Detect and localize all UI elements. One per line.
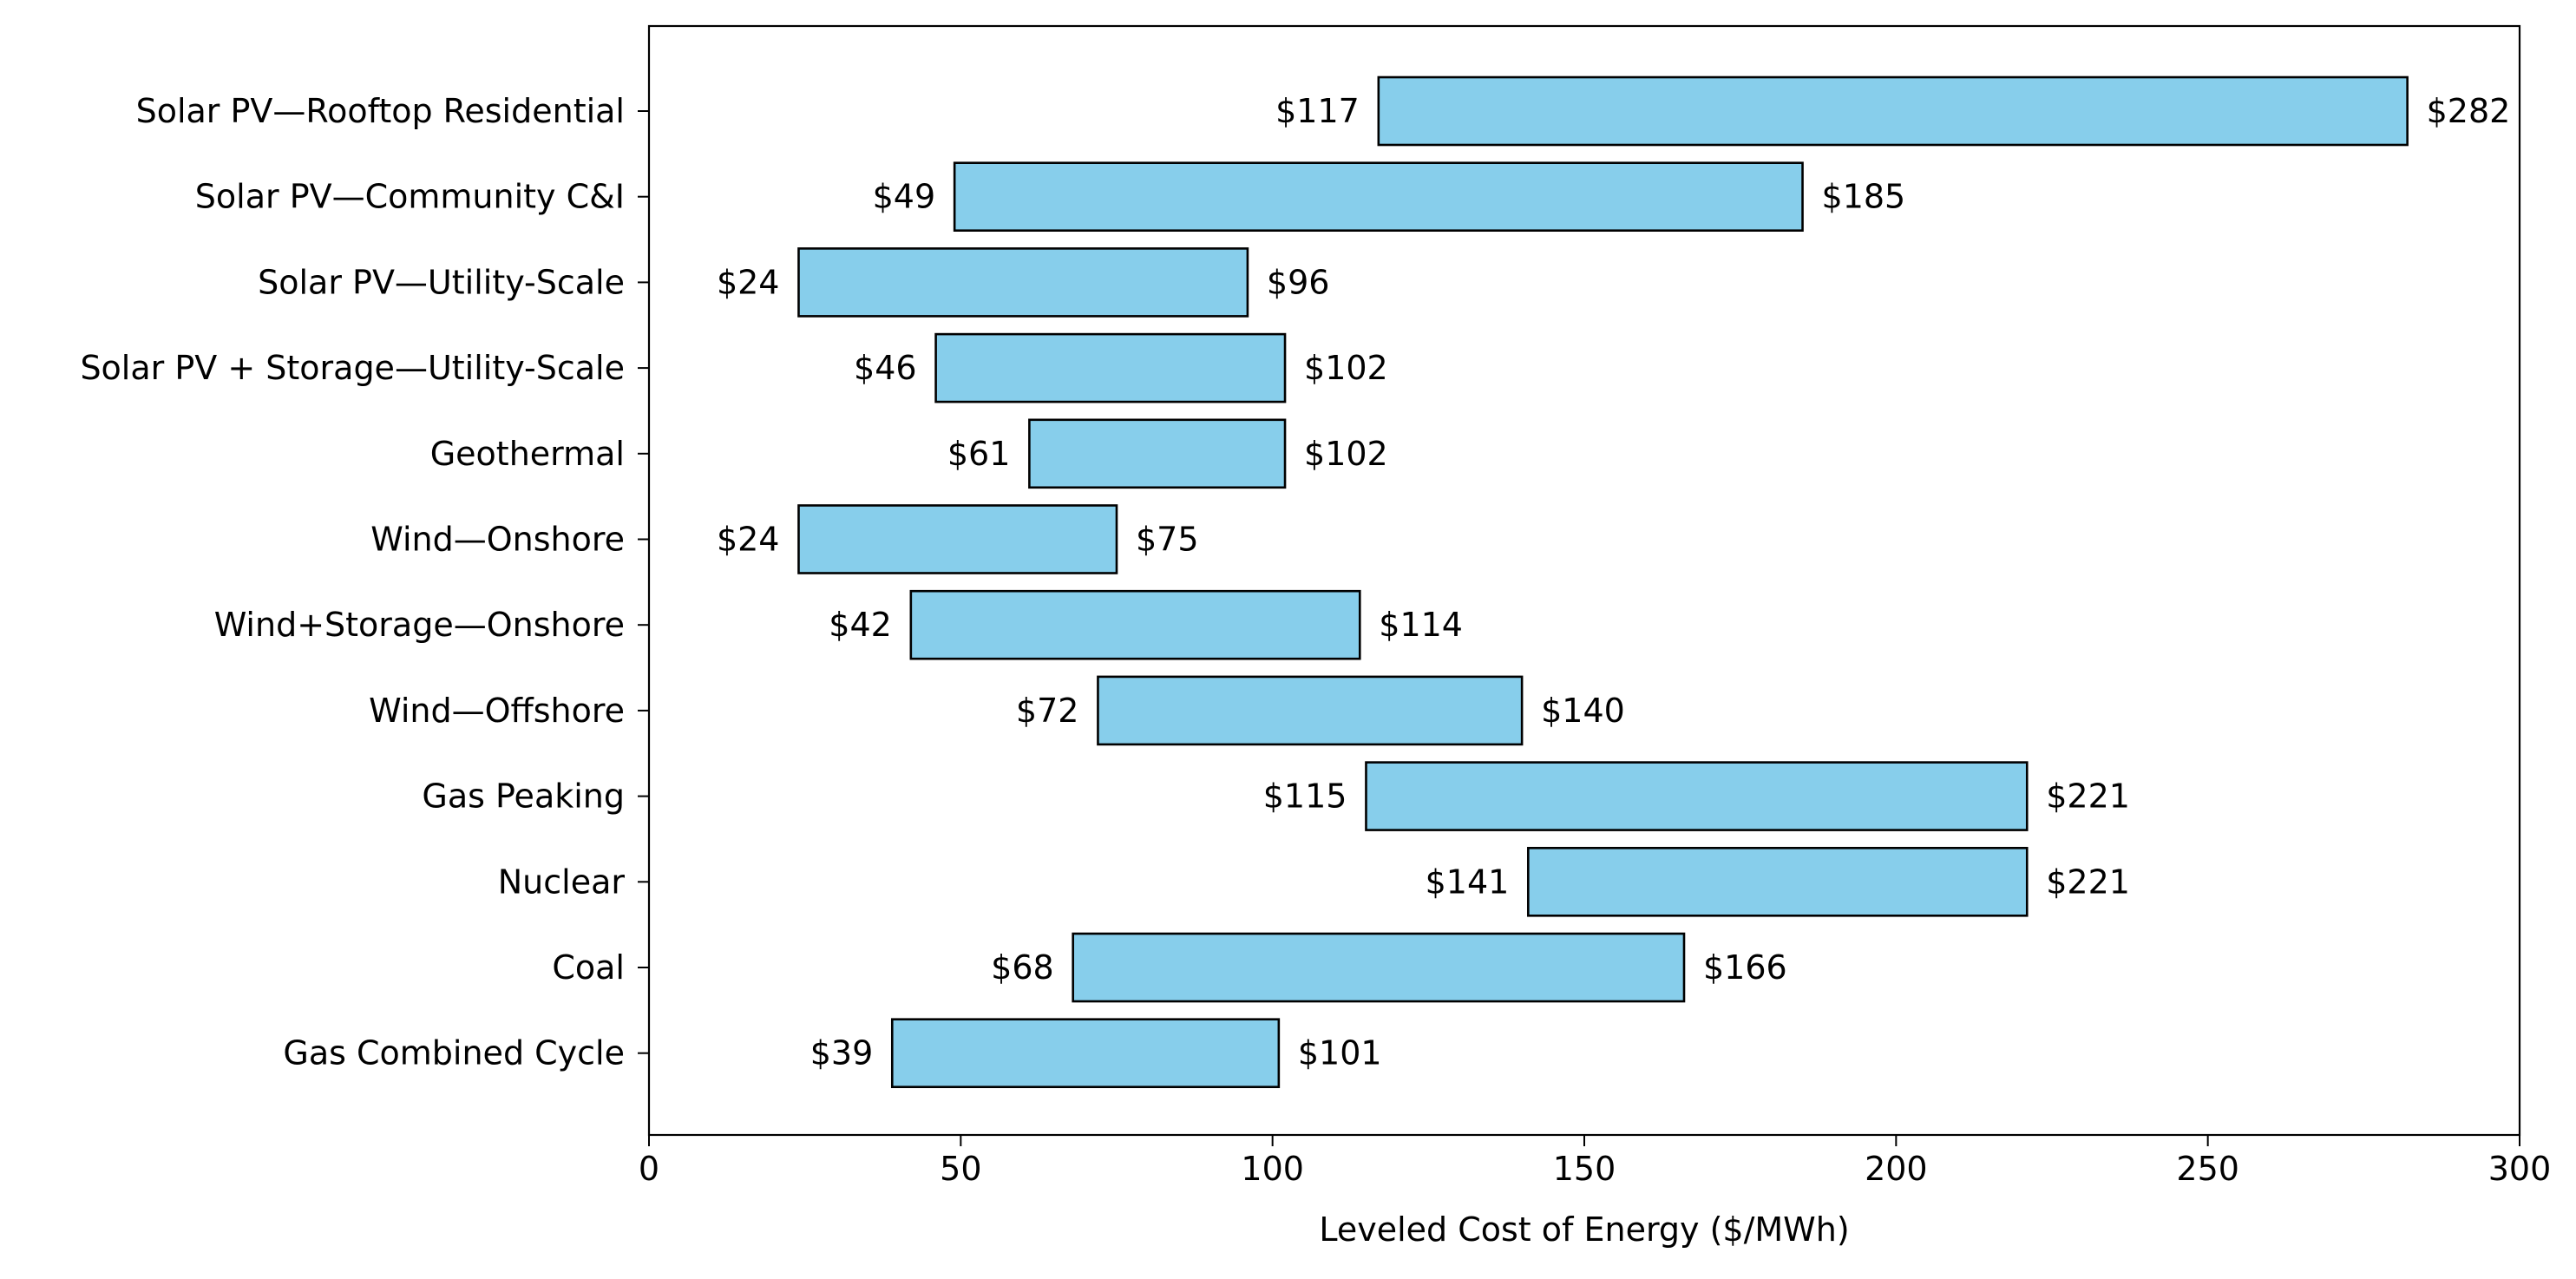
high-value-label: $114 [1379, 606, 1463, 644]
low-value-label: $68 [991, 948, 1054, 987]
range-bar [797, 504, 1118, 574]
low-value-label: $24 [717, 263, 780, 301]
range-bar [1072, 932, 1686, 1003]
low-value-label: $61 [947, 435, 1011, 473]
range-bar [1377, 75, 2409, 147]
category-label: Wind+Storage—Onshore [214, 606, 625, 644]
high-value-label: $221 [2046, 777, 2130, 816]
range-bar [934, 332, 1287, 403]
range-bar [890, 1018, 1281, 1088]
category-label: Gas Peaking [422, 777, 625, 816]
high-value-label: $221 [2046, 863, 2130, 901]
range-bar [953, 161, 1804, 232]
high-value-label: $185 [1822, 178, 1906, 216]
low-value-label: $117 [1275, 92, 1360, 130]
bars-layer: $117 $282 $49 $185 $24 $96 $46 $102 $61 $102 $24 $7… [717, 75, 2511, 1088]
category-labels-layer: Solar PV—Rooftop Residential Solar PV—Com… [80, 92, 649, 1072]
low-value-label: $24 [717, 521, 780, 559]
low-value-label: $42 [829, 606, 892, 644]
category-label: Gas Combined Cycle [283, 1034, 625, 1072]
high-value-label: $166 [1703, 948, 1787, 987]
category-label: Wind—Onshore [370, 521, 625, 559]
category-label: Nuclear [498, 863, 626, 901]
category-label: Wind—Offshore [369, 692, 625, 730]
x-tick-label: 0 [639, 1150, 659, 1188]
x-axis-ticks-layer: 0 50 100 150 200 250 300 [639, 1135, 2551, 1188]
x-tick-label: 200 [1865, 1150, 1928, 1188]
range-bar [1365, 761, 2029, 831]
x-tick-label: 250 [2176, 1150, 2239, 1188]
low-value-label: $46 [854, 349, 917, 387]
x-axis-label: Leveled Cost of Energy ($/MWh) [1319, 1210, 1849, 1249]
range-bar [909, 589, 1361, 660]
range-bar [1028, 418, 1287, 489]
high-value-label: $102 [1304, 435, 1388, 473]
category-label: Solar PV—Utility-Scale [258, 263, 625, 301]
low-value-label: $115 [1263, 777, 1347, 816]
high-value-label: $101 [1298, 1034, 1382, 1072]
high-value-label: $102 [1304, 349, 1388, 387]
low-value-label: $72 [1016, 692, 1079, 730]
category-label: Solar PV—Rooftop Residential [136, 92, 625, 130]
high-value-label: $96 [1267, 263, 1330, 301]
low-value-label: $49 [873, 178, 936, 216]
low-value-label: $39 [810, 1034, 874, 1072]
x-tick-label: 100 [1241, 1150, 1304, 1188]
high-value-label: $75 [1136, 521, 1199, 559]
x-tick-label: 50 [940, 1150, 981, 1188]
category-label: Coal [552, 948, 625, 987]
category-label: Solar PV—Community C&I [195, 178, 625, 216]
high-value-label: $140 [1541, 692, 1625, 730]
category-label: Geothermal [430, 435, 625, 473]
x-tick-label: 300 [2488, 1150, 2552, 1188]
plot-frame [647, 24, 2521, 1137]
range-bar [1097, 675, 1524, 746]
low-value-label: $141 [1426, 863, 1510, 901]
x-tick-label: 150 [1553, 1150, 1616, 1188]
category-label: Solar PV + Storage—Utility-Scale [80, 349, 625, 387]
high-value-label: $282 [2427, 92, 2511, 130]
range-bar [797, 247, 1249, 318]
range-bar [1527, 846, 2029, 917]
